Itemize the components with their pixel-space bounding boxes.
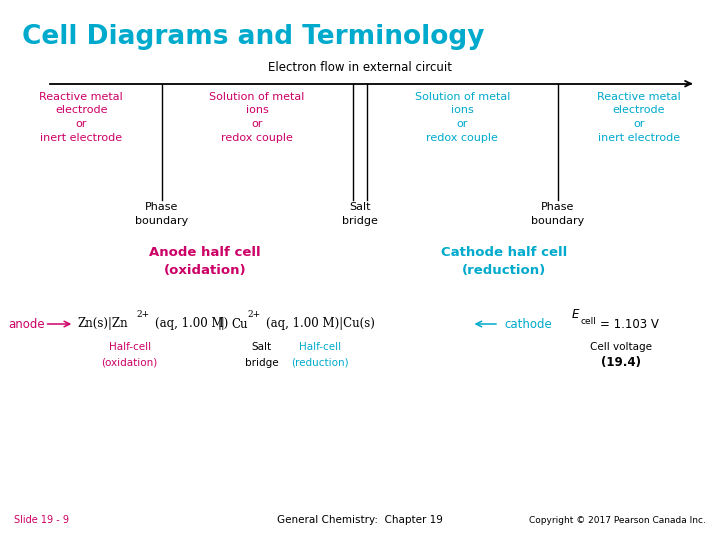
Text: = 1.103 V: = 1.103 V (600, 318, 659, 330)
Text: Solution of metal
ions
or
redox couple: Solution of metal ions or redox couple (210, 92, 305, 143)
Text: Copyright © 2017 Pearson Canada Inc.: Copyright © 2017 Pearson Canada Inc. (528, 516, 706, 525)
Text: Cathode half cell
(reduction): Cathode half cell (reduction) (441, 246, 567, 276)
Text: Solution of metal
ions
or
redox couple: Solution of metal ions or redox couple (415, 92, 510, 143)
Text: Half-cell: Half-cell (109, 342, 150, 352)
Text: Cell Diagrams and Terminology: Cell Diagrams and Terminology (22, 24, 484, 50)
Text: Phase
boundary: Phase boundary (531, 202, 585, 226)
Text: (aq, 1.00 M)|Cu(s): (aq, 1.00 M)|Cu(s) (266, 318, 375, 330)
Text: 2+: 2+ (136, 310, 149, 319)
Text: cathode: cathode (504, 318, 552, 330)
Text: (aq, 1.00 M): (aq, 1.00 M) (155, 318, 228, 330)
Text: Salt
bridge: Salt bridge (342, 202, 378, 226)
Text: cell: cell (580, 317, 596, 326)
Text: Salt: Salt (251, 342, 271, 352)
Text: Zn(s)|Zn: Zn(s)|Zn (77, 318, 127, 330)
Text: Phase
boundary: Phase boundary (135, 202, 189, 226)
Text: Cu: Cu (232, 318, 248, 330)
Text: bridge: bridge (245, 358, 278, 368)
Text: Anode half cell
(oxidation): Anode half cell (oxidation) (149, 246, 261, 276)
Text: 2+: 2+ (248, 310, 261, 319)
Text: (reduction): (reduction) (292, 358, 349, 368)
Text: Cell voltage: Cell voltage (590, 342, 652, 352)
Text: ||: || (217, 318, 225, 330)
Text: (oxidation): (oxidation) (102, 358, 158, 368)
Text: (19.4): (19.4) (600, 356, 641, 369)
Text: Reactive metal
electrode
or
inert electrode: Reactive metal electrode or inert electr… (597, 92, 680, 143)
Text: General Chemistry:  Chapter 19: General Chemistry: Chapter 19 (277, 515, 443, 525)
Text: Half-cell: Half-cell (300, 342, 341, 352)
Text: $\mathit{E}$: $\mathit{E}$ (571, 308, 580, 321)
Text: Slide 19 - 9: Slide 19 - 9 (14, 515, 69, 525)
Text: Reactive metal
electrode
or
inert electrode: Reactive metal electrode or inert electr… (40, 92, 123, 143)
Text: anode: anode (9, 318, 45, 330)
Text: Electron flow in external circuit: Electron flow in external circuit (268, 61, 452, 74)
